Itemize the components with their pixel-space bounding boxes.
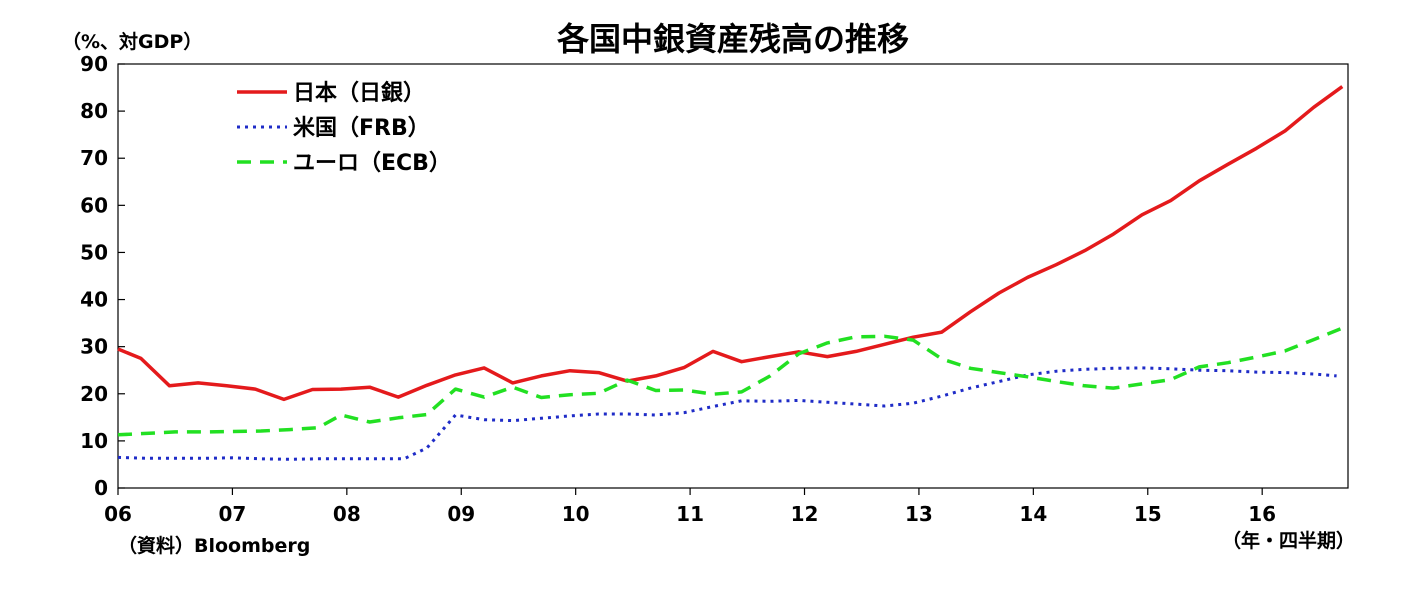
legend: 日本（日銀） 米国（FRB） ユーロ（ECB） xyxy=(237,81,451,176)
x-axis-unit-label: （年・四半期） xyxy=(1222,529,1355,552)
source-note: （資料）Bloomberg xyxy=(118,534,310,557)
chart-title: 各国中銀資産残高の推移 xyxy=(557,20,909,58)
x-tick-label: 08 xyxy=(333,502,361,526)
x-tick-label: 09 xyxy=(447,502,475,526)
x-tick-label: 13 xyxy=(905,502,933,526)
y-tick-label: 70 xyxy=(80,146,108,170)
axes: 0 10 20 30 40 50 60 70 80 90 06 07 08 09 10 11 12 13 14 15 1… xyxy=(80,52,1349,526)
y-tick-label: 30 xyxy=(80,335,108,359)
x-tick-label: 16 xyxy=(1248,502,1276,526)
x-tick-label: 12 xyxy=(791,502,819,526)
y-tick-label: 10 xyxy=(80,429,108,453)
y-tick-label: 20 xyxy=(80,382,108,406)
series-group xyxy=(117,85,1349,461)
legend-label-1: 米国（FRB） xyxy=(293,116,430,141)
series-line-0 xyxy=(117,85,1344,402)
y-tick-label: 0 xyxy=(94,476,108,500)
y-axis-unit-label: （%、対GDP） xyxy=(62,30,202,53)
legend-label-0: 日本（日銀） xyxy=(293,81,425,106)
x-tick-label: 14 xyxy=(1019,502,1047,526)
plot-frame xyxy=(117,63,1349,489)
legend-label-2: ユーロ（ECB） xyxy=(293,151,451,176)
y-tick-label: 60 xyxy=(80,193,108,217)
y-tick-label: 40 xyxy=(80,288,108,312)
x-tick-label: 10 xyxy=(562,502,590,526)
x-tick-label: 15 xyxy=(1134,502,1162,526)
y-tick-label: 90 xyxy=(80,52,108,76)
series-line-1 xyxy=(117,366,1337,461)
y-tick-label: 50 xyxy=(80,240,108,264)
series-line-2 xyxy=(117,324,1349,437)
y-tick-label: 80 xyxy=(80,99,108,123)
x-tick-label: 06 xyxy=(104,502,132,526)
x-tick-label: 11 xyxy=(676,502,704,526)
x-tick-label: 07 xyxy=(218,502,246,526)
